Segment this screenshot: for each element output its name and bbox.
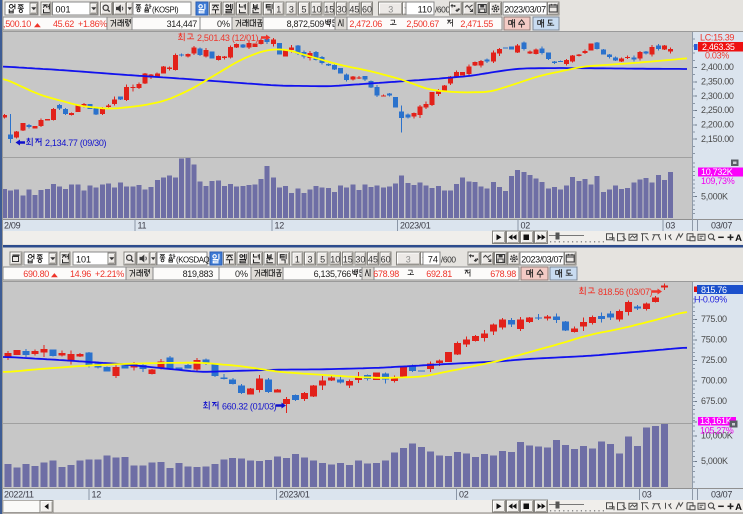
svg-text:11: 11 (138, 221, 147, 231)
svg-text:12: 12 (92, 490, 102, 500)
svg-text:A: A (735, 502, 742, 513)
svg-text:2/09: 2/09 (4, 221, 21, 231)
svg-text:60: 60 (362, 5, 372, 15)
svg-text:750.00: 750.00 (701, 335, 727, 345)
svg-text:314,447: 314,447 (167, 19, 198, 29)
svg-text:775.00: 775.00 (701, 314, 727, 324)
svg-text:,500.10: ,500.10 (3, 19, 31, 29)
svg-text:0%: 0% (235, 269, 248, 279)
svg-text:2,134.77 (09/30): 2,134.77 (09/30) (45, 138, 107, 148)
svg-text:A: A (735, 233, 742, 244)
svg-text:30: 30 (355, 255, 365, 265)
svg-text:13,161K: 13,161K (700, 416, 732, 426)
svg-text:819,883: 819,883 (183, 269, 214, 279)
svg-text:/600: /600 (435, 5, 450, 15)
svg-text:10: 10 (330, 255, 340, 265)
svg-text:2,350.00: 2,350.00 (701, 77, 734, 87)
svg-text:03: 03 (642, 490, 652, 500)
svg-text:2,150.00: 2,150.00 (701, 134, 734, 144)
svg-text:15: 15 (343, 255, 353, 265)
svg-text:1: 1 (295, 255, 300, 265)
svg-text:6,135,766: 6,135,766 (314, 269, 352, 279)
svg-text:690.80: 690.80 (23, 269, 49, 279)
svg-text:2023/03/07: 2023/03/07 (521, 255, 563, 265)
svg-text:678.98: 678.98 (373, 269, 399, 279)
svg-text:+2.21%: +2.21% (95, 269, 124, 279)
svg-text:10: 10 (312, 5, 322, 15)
svg-text:5,000K: 5,000K (701, 192, 728, 202)
svg-text:8,872,509: 8,872,509 (287, 19, 325, 29)
svg-text:2,300.00: 2,300.00 (701, 91, 734, 101)
svg-text:3: 3 (388, 5, 393, 15)
svg-text:03/07: 03/07 (711, 490, 732, 500)
svg-text:H-0.09%: H-0.09% (694, 295, 727, 305)
svg-text:LC:15.39: LC:15.39 (700, 33, 734, 43)
svg-text:5,000K: 5,000K (701, 456, 728, 466)
svg-text:001: 001 (56, 5, 71, 15)
svg-text:0.03%: 0.03% (705, 51, 729, 61)
svg-text:2023/01: 2023/01 (279, 490, 310, 500)
svg-text:700.00: 700.00 (701, 376, 727, 386)
svg-text:10,000K: 10,000K (701, 431, 733, 441)
svg-text:818.56 (03/07): 818.56 (03/07) (598, 287, 653, 297)
svg-text:2,250.00: 2,250.00 (701, 105, 734, 115)
svg-text:2023/01: 2023/01 (400, 221, 431, 231)
svg-text:60: 60 (381, 255, 391, 265)
svg-text:74: 74 (428, 255, 438, 265)
svg-text:1: 1 (276, 5, 281, 15)
svg-text:03/07: 03/07 (711, 221, 732, 231)
svg-text:692.81: 692.81 (426, 269, 452, 279)
svg-text:2,471.55: 2,471.55 (460, 19, 493, 29)
svg-text:815.76: 815.76 (701, 285, 727, 295)
svg-text:2,500.67: 2,500.67 (406, 19, 439, 29)
svg-text:15: 15 (324, 5, 334, 15)
svg-text:3: 3 (406, 255, 411, 265)
svg-text:3: 3 (307, 255, 312, 265)
svg-text:2,472.06: 2,472.06 (349, 19, 382, 29)
svg-text:2022/11: 2022/11 (4, 490, 34, 500)
svg-text:2,501.43 (12/01): 2,501.43 (12/01) (197, 33, 259, 43)
svg-text:10,732K: 10,732K (701, 167, 733, 177)
svg-text:660.32 (01/03): 660.32 (01/03) (222, 402, 277, 412)
svg-text:5: 5 (301, 5, 306, 15)
svg-text:2,200.00: 2,200.00 (701, 119, 734, 129)
svg-text:105,27%: 105,27% (700, 426, 734, 436)
svg-text:675.00: 675.00 (701, 396, 727, 406)
svg-text:678.98: 678.98 (490, 269, 516, 279)
svg-text:02: 02 (521, 221, 531, 231)
svg-text:0%: 0% (217, 19, 230, 29)
svg-text:(KOSDAQ): (KOSDAQ) (176, 256, 212, 265)
svg-text:725.00: 725.00 (701, 355, 727, 365)
svg-text:02: 02 (459, 490, 469, 500)
svg-text:3: 3 (289, 5, 294, 15)
svg-text:45.62: 45.62 (53, 19, 74, 29)
svg-text:2,400.00: 2,400.00 (701, 62, 734, 72)
svg-text:5: 5 (320, 255, 325, 265)
svg-text:03: 03 (666, 221, 676, 231)
svg-text:2,463.35: 2,463.35 (702, 42, 735, 52)
svg-text:109,73%: 109,73% (701, 176, 735, 186)
svg-text:30: 30 (337, 5, 347, 15)
svg-text:+1.86%: +1.86% (78, 19, 107, 29)
svg-text:/600: /600 (441, 255, 456, 265)
svg-text:14.96: 14.96 (70, 269, 91, 279)
svg-text:45: 45 (349, 5, 359, 15)
svg-text:(KOSPI): (KOSPI) (152, 6, 179, 15)
svg-text:110: 110 (418, 5, 432, 15)
svg-text:12: 12 (275, 221, 285, 231)
svg-text:101: 101 (76, 255, 91, 265)
svg-text:45: 45 (368, 255, 378, 265)
svg-text:2023/03/07: 2023/03/07 (504, 5, 546, 15)
